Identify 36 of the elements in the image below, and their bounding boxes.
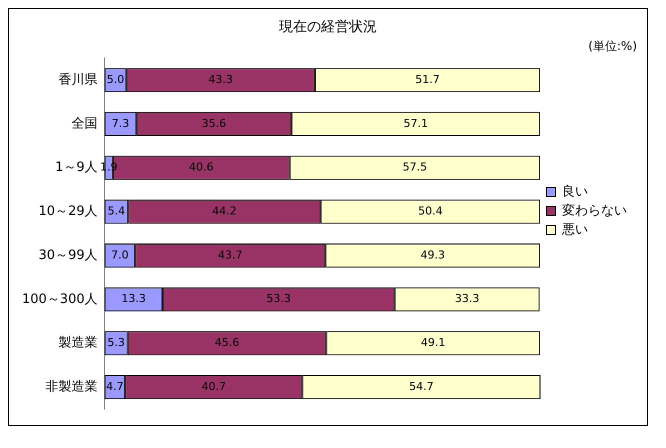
y-tick-label: 1～9人 — [55, 160, 98, 176]
chart-title: 現在の経営状況 — [279, 19, 377, 36]
legend-label: 変わらない — [562, 202, 627, 218]
text: (単位:%) — [588, 39, 637, 54]
data-label: 5.4 — [108, 204, 126, 218]
y-tick-label: 10～29人 — [38, 204, 98, 220]
data-label: 33.3 — [454, 292, 480, 306]
data-label: 7.3 — [112, 116, 130, 130]
legend-label: 悪い — [561, 222, 588, 238]
y-tick-label: 香川県 — [58, 72, 98, 88]
data-label: 57.5 — [402, 160, 428, 174]
data-label: 5.3 — [107, 336, 125, 350]
data-label: 35.6 — [202, 116, 226, 130]
data-label: 13.3 — [121, 292, 146, 306]
data-label: 49.3 — [420, 248, 445, 262]
data-label: 50.4 — [418, 204, 443, 218]
data-label: 51.7 — [415, 72, 440, 86]
y-tick-label: 全国 — [72, 116, 98, 132]
data-label: 44.2 — [212, 204, 237, 218]
data-label: 40.7 — [201, 380, 226, 393]
data-label: 40.6 — [189, 160, 214, 174]
y-tick-label: 非製造業 — [46, 379, 98, 394]
data-label: 5.0 — [106, 72, 124, 86]
y-tick-label: 製造業 — [58, 336, 98, 351]
data-label: 7.0 — [111, 248, 129, 262]
data-label: 53.3 — [266, 292, 291, 306]
data-label: 45.6 — [214, 336, 240, 350]
data-label: 4.7 — [106, 380, 124, 393]
y-tick-label: 30～99人 — [38, 248, 98, 263]
data-label: 57.1 — [403, 116, 428, 130]
legend-label: 良い — [562, 184, 588, 200]
data-label: 54.7 — [409, 380, 434, 393]
y-tick-label: 100～300人 — [22, 292, 98, 307]
data-label: 43.3 — [208, 72, 233, 86]
data-label: 49.1 — [420, 336, 446, 350]
data-label: 43.7 — [218, 248, 242, 262]
